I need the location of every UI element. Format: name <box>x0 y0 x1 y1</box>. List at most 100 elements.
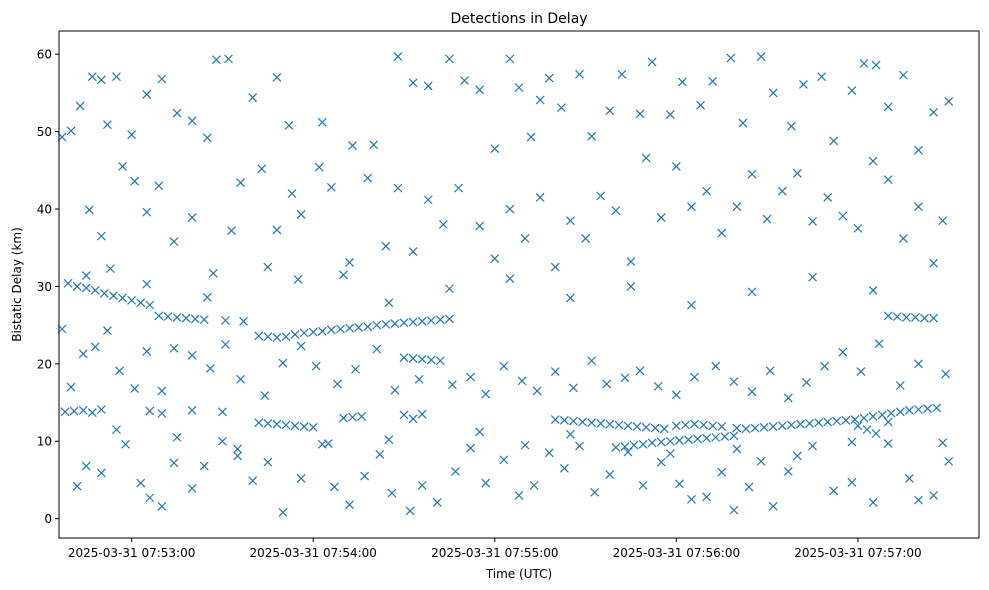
data-point-382 <box>665 449 675 459</box>
data-point-252 <box>78 349 88 359</box>
data-point-272 <box>414 374 424 384</box>
data-point-22 <box>281 332 291 342</box>
data-point-213 <box>363 173 373 183</box>
data-point-124 <box>853 421 863 431</box>
y-axis-label: Bistatic Delay (km) <box>10 227 24 342</box>
data-point-365 <box>444 284 454 294</box>
data-point-162 <box>505 54 515 64</box>
data-point-331 <box>529 480 539 490</box>
data-point-239 <box>762 214 772 224</box>
data-point-58 <box>281 420 291 430</box>
data-point-176 <box>696 100 706 110</box>
data-point-91 <box>702 433 712 443</box>
data-point-13 <box>172 312 182 322</box>
data-point-11 <box>154 311 164 321</box>
data-point-195 <box>96 231 106 241</box>
data-point-201 <box>169 237 179 246</box>
data-point-319 <box>345 500 354 510</box>
data-point-232 <box>656 213 666 222</box>
data-point-155 <box>393 52 403 61</box>
data-point-28 <box>336 324 345 334</box>
data-point-10 <box>145 300 155 310</box>
data-point-276 <box>499 361 509 371</box>
data-point-190 <box>898 70 908 80</box>
data-point-301 <box>72 481 82 491</box>
data-point-210 <box>314 162 324 172</box>
data-point-187 <box>859 59 869 68</box>
data-point-144 <box>172 108 182 118</box>
data-point-14 <box>181 313 191 323</box>
y-tick-label-5: 50 <box>37 125 52 139</box>
data-point-208 <box>287 189 297 198</box>
data-point-110 <box>814 418 824 428</box>
data-point-79 <box>650 423 660 433</box>
data-point-64 <box>357 412 367 421</box>
data-point-235 <box>702 186 712 196</box>
data-point-311 <box>217 436 227 446</box>
data-point-358 <box>81 271 91 281</box>
data-point-254 <box>102 326 112 335</box>
data-point-368 <box>626 282 636 291</box>
data-point-25 <box>308 327 318 337</box>
data-point-385 <box>847 437 857 447</box>
data-points <box>57 52 954 517</box>
data-point-2 <box>72 282 82 291</box>
data-point-137 <box>87 72 97 82</box>
data-point-194 <box>84 205 94 215</box>
data-point-131 <box>911 312 920 322</box>
data-point-342 <box>702 492 712 502</box>
data-point-312 <box>233 451 242 461</box>
data-point-135 <box>66 126 76 136</box>
data-point-340 <box>674 479 684 489</box>
data-point-177 <box>708 76 718 86</box>
data-point-184 <box>817 72 827 82</box>
data-point-292 <box>783 393 793 403</box>
data-point-46 <box>60 407 70 417</box>
data-point-20 <box>263 332 273 342</box>
data-point-47 <box>69 406 79 416</box>
data-point-378 <box>384 435 394 445</box>
data-point-309 <box>187 484 197 493</box>
data-point-172 <box>635 109 645 119</box>
data-point-169 <box>587 131 597 141</box>
data-point-170 <box>605 106 615 116</box>
data-point-39 <box>435 315 445 325</box>
data-point-129 <box>892 312 902 322</box>
data-point-159 <box>460 76 469 85</box>
data-point-113 <box>841 415 851 425</box>
data-point-17 <box>221 316 230 325</box>
data-point-203 <box>208 268 218 278</box>
data-point-18 <box>239 316 249 326</box>
data-point-280 <box>569 383 578 393</box>
data-point-344 <box>729 505 739 515</box>
plot-frame <box>58 30 980 539</box>
data-point-121 <box>914 405 923 414</box>
x-tick-label-3: 2025-03-31 07:56:00 <box>613 546 740 560</box>
data-point-228 <box>596 191 606 201</box>
data-point-199 <box>142 207 152 217</box>
data-point-338 <box>638 480 648 490</box>
data-point-171 <box>617 69 627 79</box>
data-point-222 <box>505 204 515 214</box>
data-point-366 <box>505 274 515 284</box>
data-point-122 <box>923 404 932 414</box>
data-point-277 <box>517 376 527 386</box>
y-tick-label-2: 20 <box>37 357 52 371</box>
data-point-326 <box>451 467 460 476</box>
data-point-151 <box>284 121 294 130</box>
data-point-224 <box>535 192 545 202</box>
data-point-93 <box>720 432 730 442</box>
data-point-219 <box>454 183 463 193</box>
data-point-8 <box>127 295 137 305</box>
data-point-355 <box>914 495 923 505</box>
data-point-56 <box>263 419 273 428</box>
data-point-156 <box>408 78 418 88</box>
y-tick-label-3: 30 <box>37 280 52 294</box>
data-point-250 <box>938 216 948 226</box>
data-point-133 <box>929 313 939 323</box>
data-point-325 <box>432 497 442 507</box>
data-point-164 <box>526 132 536 142</box>
data-point-251 <box>66 382 76 392</box>
data-point-60 <box>299 422 309 431</box>
data-point-57 <box>272 419 282 429</box>
